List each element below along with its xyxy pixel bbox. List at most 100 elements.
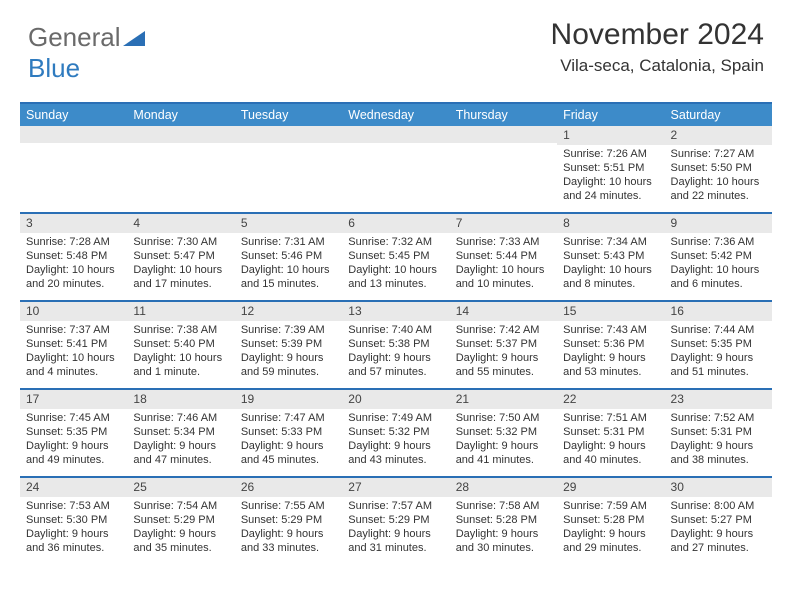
day-cell: 13Sunrise: 7:40 AMSunset: 5:38 PMDayligh… — [342, 302, 449, 388]
day-cell: 14Sunrise: 7:42 AMSunset: 5:37 PMDayligh… — [450, 302, 557, 388]
day-cell: 30Sunrise: 8:00 AMSunset: 5:27 PMDayligh… — [665, 478, 772, 564]
daynum-bar-empty — [235, 126, 342, 143]
day-body: Sunrise: 7:42 AMSunset: 5:37 PMDaylight:… — [450, 321, 557, 384]
day-info-line: and 53 minutes. — [563, 365, 658, 379]
day-info-line: Sunrise: 7:46 AM — [133, 411, 228, 425]
day-info-line: Sunset: 5:31 PM — [671, 425, 766, 439]
day-info-line: Daylight: 9 hours — [563, 439, 658, 453]
day-body: Sunrise: 7:43 AMSunset: 5:36 PMDaylight:… — [557, 321, 664, 384]
location-subtitle: Vila-seca, Catalonia, Spain — [551, 56, 764, 76]
day-body: Sunrise: 7:31 AMSunset: 5:46 PMDaylight:… — [235, 233, 342, 296]
day-info-line: Sunset: 5:40 PM — [133, 337, 228, 351]
day-info-line: Daylight: 9 hours — [241, 439, 336, 453]
day-number: 2 — [665, 126, 772, 145]
day-cell: 25Sunrise: 7:54 AMSunset: 5:29 PMDayligh… — [127, 478, 234, 564]
weekday-header-row: SundayMondayTuesdayWednesdayThursdayFrid… — [20, 104, 772, 126]
day-info-line: and 47 minutes. — [133, 453, 228, 467]
day-info-line: Sunset: 5:28 PM — [563, 513, 658, 527]
weekday-header: Wednesday — [342, 104, 449, 126]
day-info-line: Sunrise: 7:50 AM — [456, 411, 551, 425]
day-cell: 9Sunrise: 7:36 AMSunset: 5:42 PMDaylight… — [665, 214, 772, 300]
empty-day-cell — [342, 126, 449, 212]
day-info-line: Sunrise: 7:40 AM — [348, 323, 443, 337]
day-info-line: Sunrise: 7:26 AM — [563, 147, 658, 161]
day-info-line: Sunrise: 7:51 AM — [563, 411, 658, 425]
weekday-header: Tuesday — [235, 104, 342, 126]
day-cell: 17Sunrise: 7:45 AMSunset: 5:35 PMDayligh… — [20, 390, 127, 476]
day-info-line: Daylight: 9 hours — [348, 351, 443, 365]
day-info-line: and 55 minutes. — [456, 365, 551, 379]
empty-day-cell — [235, 126, 342, 212]
daynum-bar-empty — [450, 126, 557, 143]
day-info-line: and 29 minutes. — [563, 541, 658, 555]
day-info-line: and 35 minutes. — [133, 541, 228, 555]
day-info-line: Daylight: 10 hours — [671, 175, 766, 189]
day-body: Sunrise: 7:26 AMSunset: 5:51 PMDaylight:… — [557, 145, 664, 208]
day-info-line: Daylight: 10 hours — [241, 263, 336, 277]
day-number: 24 — [20, 478, 127, 497]
day-body: Sunrise: 7:52 AMSunset: 5:31 PMDaylight:… — [665, 409, 772, 472]
day-info-line: Sunrise: 7:58 AM — [456, 499, 551, 513]
day-number: 26 — [235, 478, 342, 497]
day-number: 6 — [342, 214, 449, 233]
day-number: 30 — [665, 478, 772, 497]
day-number: 8 — [557, 214, 664, 233]
day-info-line: Sunset: 5:32 PM — [456, 425, 551, 439]
day-info-line: Daylight: 10 hours — [133, 263, 228, 277]
day-info-line: Daylight: 9 hours — [241, 527, 336, 541]
day-body: Sunrise: 7:38 AMSunset: 5:40 PMDaylight:… — [127, 321, 234, 384]
day-info-line: Daylight: 10 hours — [671, 263, 766, 277]
week-row: 3Sunrise: 7:28 AMSunset: 5:48 PMDaylight… — [20, 212, 772, 300]
day-info-line: Sunset: 5:35 PM — [671, 337, 766, 351]
day-info-line: Sunset: 5:47 PM — [133, 249, 228, 263]
day-info-line: Sunset: 5:29 PM — [348, 513, 443, 527]
day-info-line: and 13 minutes. — [348, 277, 443, 291]
logo: General Blue — [28, 22, 145, 84]
day-info-line: Sunset: 5:39 PM — [241, 337, 336, 351]
day-cell: 22Sunrise: 7:51 AMSunset: 5:31 PMDayligh… — [557, 390, 664, 476]
week-row: 10Sunrise: 7:37 AMSunset: 5:41 PMDayligh… — [20, 300, 772, 388]
day-info-line: Sunset: 5:28 PM — [456, 513, 551, 527]
day-info-line: and 57 minutes. — [348, 365, 443, 379]
weekday-header: Saturday — [665, 104, 772, 126]
day-info-line: Sunrise: 7:38 AM — [133, 323, 228, 337]
day-cell: 11Sunrise: 7:38 AMSunset: 5:40 PMDayligh… — [127, 302, 234, 388]
day-info-line: Sunset: 5:43 PM — [563, 249, 658, 263]
day-cell: 18Sunrise: 7:46 AMSunset: 5:34 PMDayligh… — [127, 390, 234, 476]
day-info-line: and 40 minutes. — [563, 453, 658, 467]
day-info-line: and 20 minutes. — [26, 277, 121, 291]
day-cell: 29Sunrise: 7:59 AMSunset: 5:28 PMDayligh… — [557, 478, 664, 564]
weekday-header: Monday — [127, 104, 234, 126]
day-body: Sunrise: 7:33 AMSunset: 5:44 PMDaylight:… — [450, 233, 557, 296]
day-info-line: and 43 minutes. — [348, 453, 443, 467]
day-info-line: Sunset: 5:46 PM — [241, 249, 336, 263]
day-number: 12 — [235, 302, 342, 321]
day-number: 1 — [557, 126, 664, 145]
day-info-line: Daylight: 10 hours — [563, 175, 658, 189]
day-number: 5 — [235, 214, 342, 233]
day-info-line: Sunset: 5:27 PM — [671, 513, 766, 527]
day-info-line: and 49 minutes. — [26, 453, 121, 467]
day-cell: 21Sunrise: 7:50 AMSunset: 5:32 PMDayligh… — [450, 390, 557, 476]
day-info-line: Daylight: 10 hours — [133, 351, 228, 365]
day-info-line: Daylight: 9 hours — [456, 439, 551, 453]
day-info-line: Sunset: 5:51 PM — [563, 161, 658, 175]
day-number: 18 — [127, 390, 234, 409]
day-info-line: Sunset: 5:33 PM — [241, 425, 336, 439]
day-body: Sunrise: 7:50 AMSunset: 5:32 PMDaylight:… — [450, 409, 557, 472]
day-info-line: Daylight: 9 hours — [671, 527, 766, 541]
day-number: 20 — [342, 390, 449, 409]
day-info-line: and 1 minute. — [133, 365, 228, 379]
day-info-line: Sunrise: 7:42 AM — [456, 323, 551, 337]
day-info-line: and 17 minutes. — [133, 277, 228, 291]
day-info-line: Sunrise: 7:49 AM — [348, 411, 443, 425]
day-body: Sunrise: 7:46 AMSunset: 5:34 PMDaylight:… — [127, 409, 234, 472]
day-body: Sunrise: 8:00 AMSunset: 5:27 PMDaylight:… — [665, 497, 772, 560]
day-info-line: Sunset: 5:44 PM — [456, 249, 551, 263]
day-info-line: Sunrise: 7:43 AM — [563, 323, 658, 337]
day-body: Sunrise: 7:59 AMSunset: 5:28 PMDaylight:… — [557, 497, 664, 560]
day-number: 4 — [127, 214, 234, 233]
day-cell: 1Sunrise: 7:26 AMSunset: 5:51 PMDaylight… — [557, 126, 664, 212]
day-body: Sunrise: 7:39 AMSunset: 5:39 PMDaylight:… — [235, 321, 342, 384]
day-cell: 10Sunrise: 7:37 AMSunset: 5:41 PMDayligh… — [20, 302, 127, 388]
